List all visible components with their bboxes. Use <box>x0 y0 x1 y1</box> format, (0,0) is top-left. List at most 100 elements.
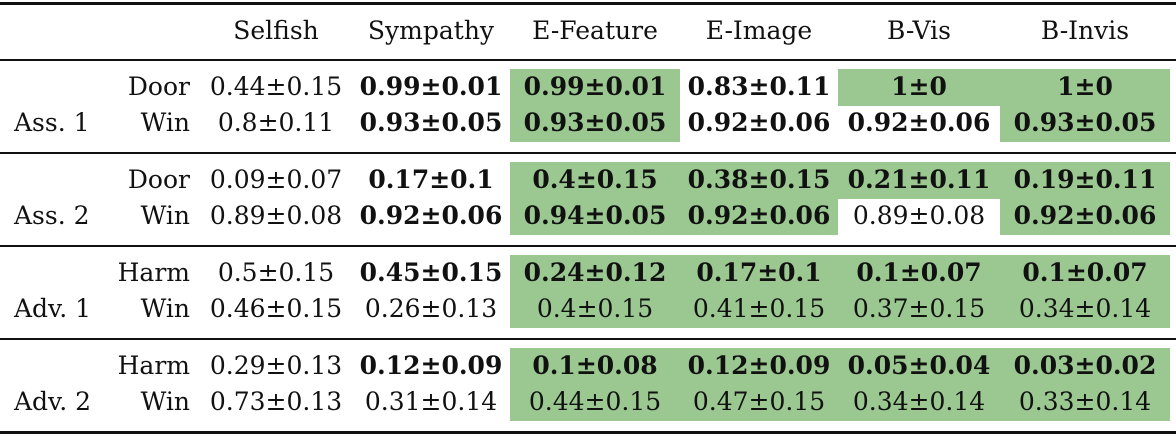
group-label: Ass. 2 <box>14 201 90 230</box>
table-cell: 0.94±0.05 <box>523 201 667 230</box>
table-cell: 0.89±0.08 <box>852 201 986 230</box>
table-cell: 0.17±0.1 <box>696 258 822 287</box>
table-cell: 0.47±0.15 <box>692 387 826 416</box>
table-cell: 0.21±0.11 <box>847 165 991 194</box>
table-cell: 0.8±0.11 <box>217 108 335 137</box>
header-rule <box>0 59 1176 61</box>
column-header: E-Feature <box>532 16 658 45</box>
table-cell: 0.99±0.01 <box>523 72 667 101</box>
highlight-cell <box>680 198 838 235</box>
table-cell: 0.99±0.01 <box>359 72 503 101</box>
table-cell: 0.26±0.13 <box>364 294 498 323</box>
table-cell: 0.37±0.15 <box>852 294 986 323</box>
table-cell: 0.4±0.15 <box>532 165 658 194</box>
highlight-cell <box>1000 348 1170 385</box>
group-label: Adv. 2 <box>14 387 92 416</box>
highlight-cell <box>1000 291 1170 328</box>
table-cell: 0.29±0.13 <box>209 351 343 380</box>
column-header: E-Image <box>705 16 813 45</box>
table-cell: 0.46±0.15 <box>209 294 343 323</box>
column-header: B-Invis <box>1040 16 1130 45</box>
table-cell: 0.93±0.05 <box>523 108 667 137</box>
table-cell: 0.17±0.1 <box>368 165 494 194</box>
table-cell: 0.93±0.05 <box>359 108 503 137</box>
table-cell: 0.31±0.14 <box>364 387 498 416</box>
table-cell: 0.09±0.07 <box>209 165 343 194</box>
group-label: Adv. 1 <box>14 294 92 323</box>
highlight-cell <box>510 291 680 328</box>
table-cell: 1±0 <box>1057 72 1113 101</box>
table-cell: 0.44±0.15 <box>528 387 662 416</box>
table-cell: 0.93±0.05 <box>1013 108 1157 137</box>
highlight-cell <box>680 348 838 385</box>
highlight-cell <box>510 105 680 142</box>
table-cell: 0.44±0.15 <box>209 72 343 101</box>
highlight-cell <box>680 384 838 421</box>
row-metric-label: Win <box>140 201 190 230</box>
row-metric-label: Door <box>127 165 190 194</box>
highlight-cell <box>1000 69 1170 106</box>
row-metric-label: Door <box>127 72 190 101</box>
row-metric-label: Win <box>140 294 190 323</box>
row-metric-label: Harm <box>117 258 190 287</box>
table-cell: 0.4±0.15 <box>536 294 654 323</box>
table-cell: 0.24±0.12 <box>523 258 667 287</box>
group-label: Ass. 1 <box>14 108 90 137</box>
highlight-cell <box>510 348 680 385</box>
highlight-cell <box>680 255 838 292</box>
highlight-cell <box>1000 198 1170 235</box>
highlight-cell <box>510 69 680 106</box>
column-header: Selfish <box>233 16 319 45</box>
table-cell: 0.03±0.02 <box>1013 351 1157 380</box>
table-cell: 0.12±0.09 <box>687 351 831 380</box>
highlight-cell <box>838 69 1000 106</box>
highlight-cell <box>680 291 838 328</box>
row-metric-label: Win <box>140 387 190 416</box>
table-cell: 0.45±0.15 <box>359 258 503 287</box>
highlight-cell <box>510 162 680 199</box>
table-cell: 0.92±0.06 <box>359 201 503 230</box>
table-cell: 0.5±0.15 <box>217 258 335 287</box>
table-cell: 0.83±0.11 <box>687 72 831 101</box>
table-cell: 0.12±0.09 <box>359 351 503 380</box>
table-cell: 0.19±0.11 <box>1013 165 1157 194</box>
column-header: B-Vis <box>887 16 951 45</box>
highlight-cell <box>1000 384 1170 421</box>
table-cell: 0.92±0.06 <box>687 108 831 137</box>
group-separator <box>0 152 1176 154</box>
table-cell: 0.34±0.14 <box>1018 294 1152 323</box>
highlight-cell <box>838 291 1000 328</box>
row-metric-label: Win <box>140 108 190 137</box>
group-separator <box>0 245 1176 247</box>
table-cell: 0.73±0.13 <box>209 387 343 416</box>
table-cell: 0.33±0.14 <box>1018 387 1152 416</box>
top-rule <box>0 2 1176 5</box>
table-cell: 0.05±0.04 <box>847 351 991 380</box>
bottom-rule <box>0 431 1176 434</box>
highlight-cell <box>1000 162 1170 199</box>
table-cell: 0.1±0.07 <box>1022 258 1148 287</box>
column-header: Sympathy <box>367 16 495 45</box>
highlight-cell <box>838 162 1000 199</box>
table-cell: 1±0 <box>891 72 947 101</box>
table-cell: 0.1±0.07 <box>856 258 982 287</box>
highlight-cell <box>510 198 680 235</box>
highlight-cell <box>838 255 1000 292</box>
highlight-cell <box>1000 105 1170 142</box>
highlight-cell <box>838 348 1000 385</box>
highlight-cell <box>680 162 838 199</box>
group-separator <box>0 338 1176 340</box>
table-cell: 0.38±0.15 <box>687 165 831 194</box>
table-cell: 0.41±0.15 <box>692 294 826 323</box>
highlight-cell <box>838 384 1000 421</box>
table-cell: 0.92±0.06 <box>1013 201 1157 230</box>
table-cell: 0.92±0.06 <box>847 108 991 137</box>
highlight-cell <box>510 384 680 421</box>
highlight-cell <box>510 255 680 292</box>
highlight-cell <box>1000 255 1170 292</box>
row-metric-label: Harm <box>117 351 190 380</box>
table-cell: 0.1±0.08 <box>532 351 658 380</box>
table-cell: 0.92±0.06 <box>687 201 831 230</box>
table-cell: 0.34±0.14 <box>852 387 986 416</box>
table-cell: 0.89±0.08 <box>209 201 343 230</box>
